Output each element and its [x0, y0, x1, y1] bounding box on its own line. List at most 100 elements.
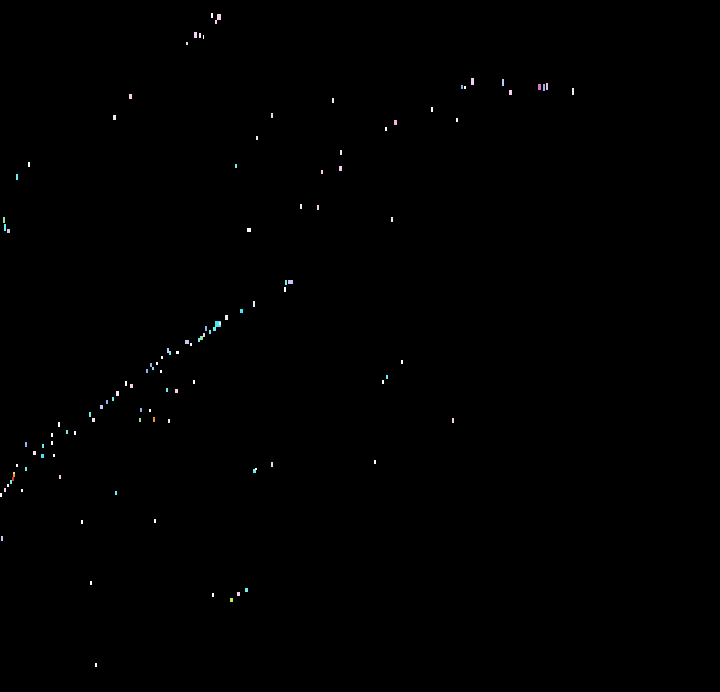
star: [116, 391, 119, 396]
star: [255, 468, 257, 470]
star: [0, 493, 2, 497]
star: [153, 417, 155, 422]
star: [230, 598, 233, 602]
star: [42, 444, 44, 448]
star: [25, 442, 27, 447]
star: [217, 14, 221, 20]
star: [156, 362, 158, 365]
star: [146, 369, 148, 373]
star: [245, 588, 248, 592]
star: [16, 464, 18, 467]
star: [456, 118, 458, 122]
star: [139, 418, 141, 422]
star: [161, 356, 163, 359]
star: [502, 79, 504, 86]
star: [41, 454, 44, 458]
star: [66, 430, 68, 434]
star: [199, 33, 201, 38]
star: [160, 370, 162, 373]
star: [140, 408, 142, 412]
star: [152, 367, 154, 370]
star: [125, 381, 127, 386]
star: [186, 42, 188, 45]
star: [53, 454, 55, 457]
star: [240, 309, 243, 313]
star: [431, 107, 433, 112]
star: [213, 327, 216, 331]
star: [176, 351, 179, 354]
star: [225, 315, 228, 320]
star: [59, 475, 61, 479]
star: [130, 384, 133, 388]
star: [149, 409, 151, 412]
star: [90, 581, 92, 585]
star: [150, 363, 152, 367]
star: [198, 338, 200, 342]
star: [209, 330, 211, 334]
star: [464, 86, 466, 89]
star: [115, 491, 117, 495]
star: [154, 519, 156, 523]
star: [386, 375, 388, 379]
star: [13, 474, 15, 477]
star: [253, 469, 256, 473]
star: [256, 136, 258, 140]
star: [175, 389, 178, 393]
star: [211, 13, 213, 18]
star: [284, 287, 286, 292]
star: [190, 343, 192, 346]
star: [572, 88, 574, 95]
star: [391, 217, 393, 222]
star: [1, 536, 3, 541]
star: [237, 592, 240, 596]
star: [81, 520, 83, 524]
star: [12, 477, 14, 481]
star: [185, 340, 189, 344]
star: [25, 467, 27, 471]
star: [271, 462, 273, 467]
star: [374, 460, 376, 464]
star: [168, 419, 170, 423]
star: [382, 380, 384, 384]
star: [543, 84, 545, 91]
star: [546, 83, 548, 90]
star: [92, 418, 95, 422]
star: [129, 94, 132, 99]
star: [113, 115, 116, 120]
star: [215, 20, 217, 24]
star: [193, 380, 195, 384]
star: [194, 32, 197, 38]
star: [7, 229, 10, 233]
star: [332, 98, 334, 103]
star: [212, 593, 214, 597]
star: [203, 333, 205, 337]
star: [58, 422, 60, 427]
star: [13, 472, 15, 475]
star: [4, 224, 6, 231]
star: [317, 205, 319, 210]
star: [112, 397, 114, 401]
star: [205, 326, 207, 331]
star: [288, 280, 293, 284]
star: [7, 484, 9, 487]
star: [219, 322, 221, 325]
star: [100, 405, 103, 409]
star: [51, 433, 53, 437]
star: [74, 431, 76, 435]
star: [166, 388, 168, 392]
star: [394, 120, 397, 125]
star: [106, 400, 108, 404]
star: [247, 228, 251, 232]
star: [235, 164, 237, 168]
star: [340, 150, 342, 155]
star: [203, 35, 204, 39]
star: [169, 351, 171, 355]
star: [167, 348, 169, 353]
star: [10, 480, 12, 484]
star: [33, 451, 36, 455]
star: [538, 84, 541, 90]
star: [16, 174, 18, 180]
star: [3, 217, 5, 223]
star: [321, 170, 323, 174]
